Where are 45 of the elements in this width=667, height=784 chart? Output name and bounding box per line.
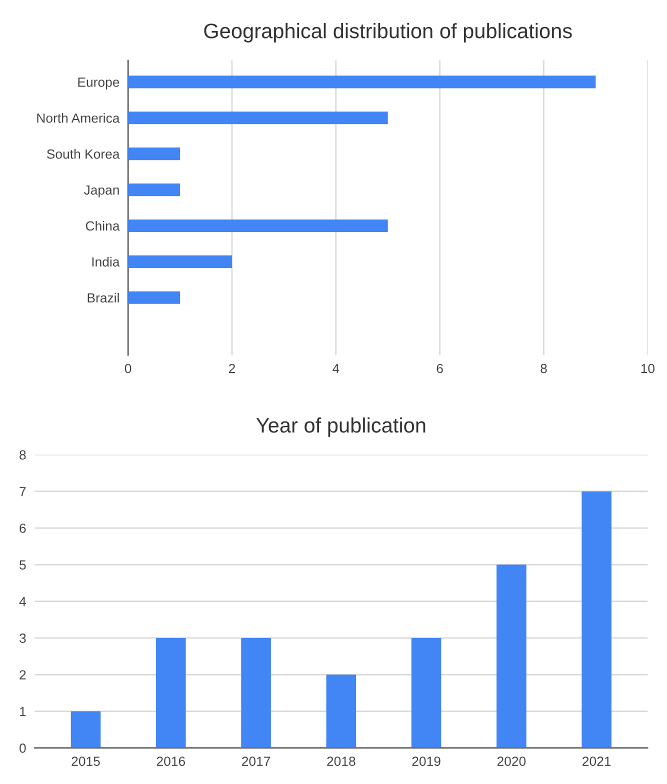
y-tick-label: Europe (78, 78, 120, 90)
bar (128, 112, 388, 124)
y-tick-label: 4 (19, 597, 26, 606)
bar (582, 491, 612, 748)
x-tick-label: 2018 (327, 756, 356, 766)
y-tick-label: 5 (20, 560, 26, 570)
chart-title: Geographical distribution of publications (204, 23, 572, 42)
x-tick-label: 2 (228, 364, 235, 374)
x-tick-label: 2020 (497, 756, 526, 766)
y-tick-label: 7 (20, 487, 26, 496)
y-tick-label: Japan (84, 185, 119, 198)
y-tick-label: 1 (20, 706, 26, 716)
bar (128, 76, 596, 88)
bar (128, 148, 180, 160)
bar (128, 219, 388, 232)
x-tick-label: 6 (436, 364, 443, 374)
y-tick-label: 0 (20, 744, 26, 753)
x-tick-label: 8 (540, 364, 547, 374)
bar (326, 674, 356, 748)
bar (128, 255, 232, 268)
x-tick-label: 2016 (156, 756, 185, 766)
x-tick-label: 4 (332, 364, 340, 374)
bar (496, 564, 526, 748)
y-tick-label: North America (37, 113, 120, 123)
y-tick-label: 8 (20, 450, 26, 460)
y-tick-label: 6 (20, 524, 26, 533)
y-tick-label: Brazil (88, 292, 119, 303)
x-tick-label: 2019 (412, 756, 440, 766)
y-tick-label: South Korea (46, 149, 120, 159)
y-tick-label: 2 (20, 670, 26, 680)
y-tick-label: China (86, 220, 120, 231)
y-tick-label: India (92, 256, 120, 267)
x-tick-label: 2021 (582, 756, 611, 766)
y-tick-label: 3 (20, 634, 26, 643)
x-tick-label: 2015 (72, 756, 100, 766)
bar (128, 291, 180, 304)
bar (128, 183, 180, 196)
x-tick-label: 0 (124, 364, 132, 374)
bar (411, 638, 442, 748)
x-tick-label: 2017 (242, 756, 270, 766)
x-tick-label: 10 (641, 364, 654, 374)
chart-title: Year of publication (256, 417, 426, 437)
bar (241, 638, 271, 748)
bar (156, 638, 186, 748)
bar (70, 711, 101, 748)
